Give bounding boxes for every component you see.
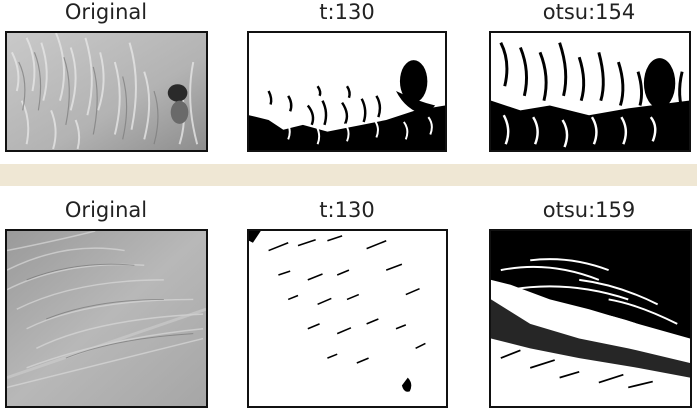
panel-original-1: Original bbox=[0, 0, 212, 160]
panel-title: t:130 bbox=[319, 198, 375, 222]
panel-title: Original bbox=[64, 0, 148, 24]
otsu-image-dog bbox=[489, 31, 691, 152]
panel-threshold-1: t:130 bbox=[244, 0, 450, 160]
original-image-fur bbox=[5, 229, 208, 408]
otsu-image-fur bbox=[489, 229, 692, 408]
panel-title: t:130 bbox=[319, 0, 375, 24]
threshold-image-dog bbox=[247, 31, 447, 152]
panel-original-2: Original bbox=[0, 196, 212, 413]
comparison-row-2: Original bbox=[0, 196, 697, 413]
panel-title: Original bbox=[64, 198, 148, 222]
panel-otsu-2: otsu:159 bbox=[486, 196, 692, 413]
panel-title: otsu:159 bbox=[542, 198, 636, 222]
comparison-row-1: Original bbox=[0, 0, 697, 160]
threshold-image-fur bbox=[247, 229, 448, 408]
row-separator bbox=[0, 164, 697, 186]
panel-title: otsu:154 bbox=[542, 0, 636, 24]
panel-otsu-1: otsu:154 bbox=[486, 0, 692, 160]
panel-threshold-2: t:130 bbox=[244, 196, 450, 413]
original-image-dog bbox=[5, 31, 208, 152]
